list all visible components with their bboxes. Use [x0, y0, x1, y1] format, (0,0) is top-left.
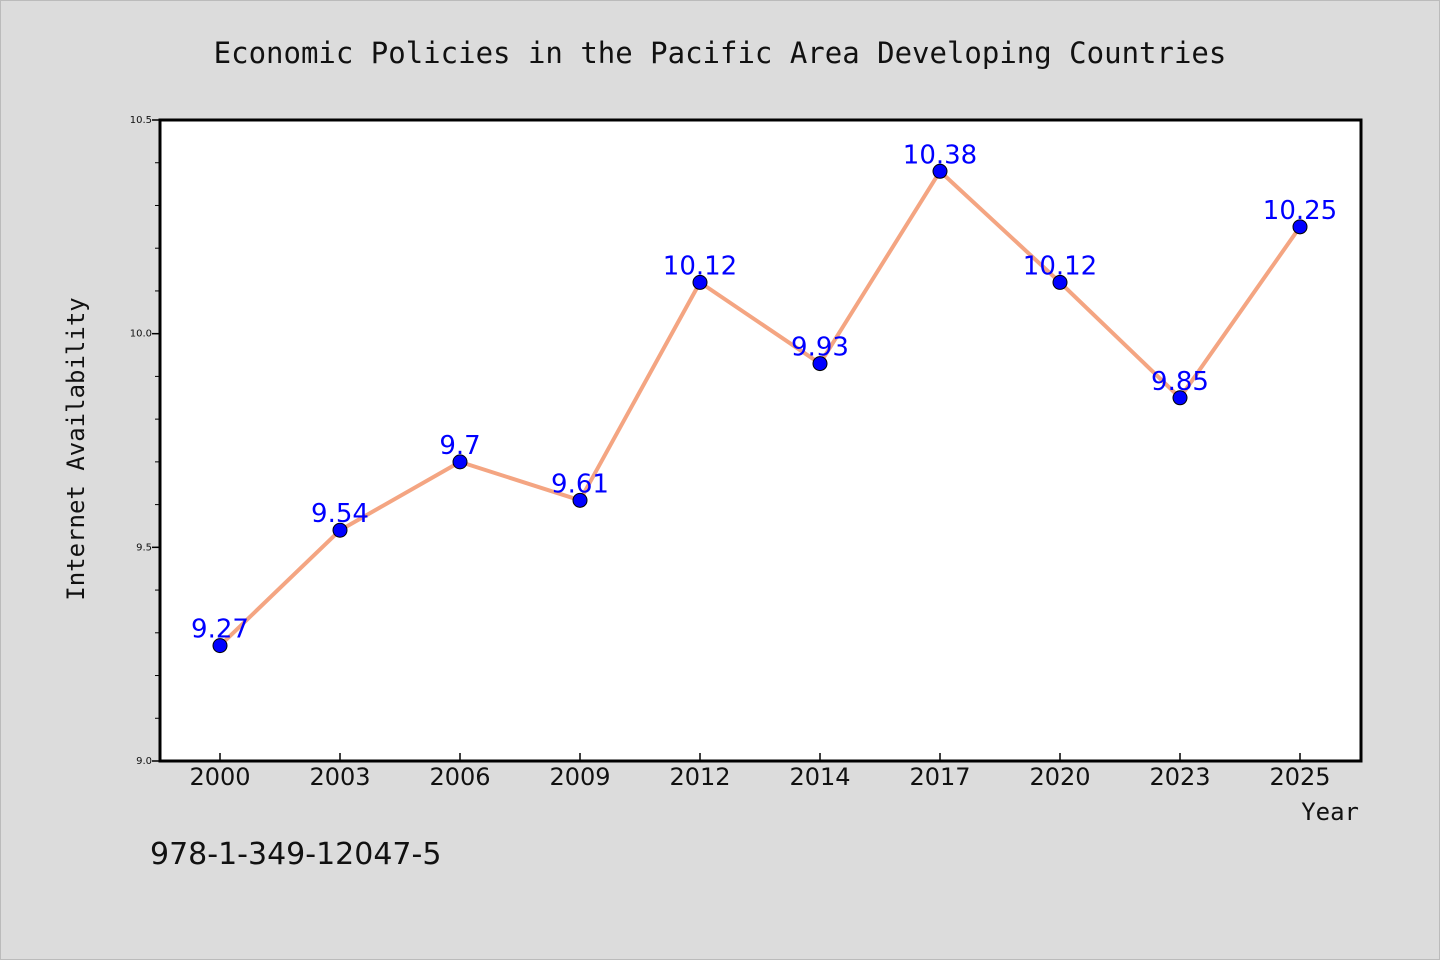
x-tick-label: 2020 — [1029, 763, 1090, 791]
data-label: 9.85 — [1151, 367, 1209, 397]
x-tick-label: 2009 — [549, 763, 610, 791]
chart-title: Economic Policies in the Pacific Area De… — [214, 36, 1227, 70]
series-line — [218, 169, 1302, 648]
data-point — [812, 356, 828, 372]
data-label: 10.12 — [1023, 251, 1097, 281]
data-label: 9.61 — [551, 469, 609, 499]
y-tick-label: 9.5 — [136, 542, 152, 553]
y-axis-label: Internet Availability — [62, 297, 90, 600]
isbn-text: 978-1-349-12047-5 — [150, 837, 441, 872]
data-point — [692, 274, 708, 290]
series-markers — [212, 163, 1308, 654]
data-point — [932, 163, 948, 179]
data-point — [212, 638, 228, 654]
data-label: 9.93 — [791, 333, 849, 363]
data-label: 10.12 — [663, 251, 737, 281]
data-point — [572, 492, 588, 508]
plot-frame — [158, 118, 1363, 763]
x-axis-label: Year — [1301, 798, 1359, 826]
y-tick-label: 9.0 — [136, 756, 152, 767]
plot-area — [160, 120, 1361, 761]
data-label: 9.27 — [191, 615, 249, 645]
data-point — [452, 454, 468, 470]
x-tick-label: 2014 — [789, 763, 850, 791]
x-tick-label: 2017 — [909, 763, 970, 791]
data-point — [1172, 390, 1188, 406]
x-axis-ticks: 2000 2003 2006 2009 2012 2014 2017 2020 2023 2025 — [189, 753, 1331, 791]
data-label: 9.7 — [439, 431, 480, 461]
x-tick-label: 2000 — [189, 763, 250, 791]
data-point — [1292, 219, 1308, 235]
y-tick-label: 10.0 — [130, 329, 152, 340]
data-labels: 9.27 9.54 9.7 9.61 10.12 9.93 10.38 10.12 9.85 10… — [191, 140, 1337, 644]
x-tick-label: 2025 — [1269, 763, 1330, 791]
data-label: 9.54 — [311, 499, 369, 529]
data-point — [332, 522, 348, 538]
x-tick-label: 2023 — [1149, 763, 1210, 791]
y-tick-label: 10.5 — [130, 115, 152, 126]
x-tick-label: 2006 — [429, 763, 490, 791]
data-point — [1052, 274, 1068, 290]
data-label: 10.38 — [903, 140, 977, 170]
x-tick-label: 2003 — [309, 763, 370, 791]
x-tick-label: 2012 — [669, 763, 730, 791]
data-label: 10.25 — [1263, 196, 1337, 226]
